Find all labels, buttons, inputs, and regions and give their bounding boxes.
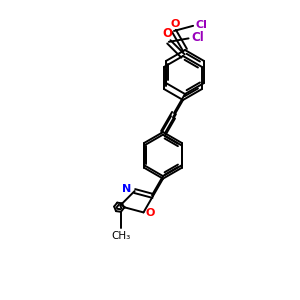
Text: N: N (122, 184, 131, 194)
Text: O: O (170, 19, 180, 29)
Text: Cl: Cl (195, 20, 207, 30)
Text: Cl: Cl (191, 31, 204, 44)
Text: O: O (146, 208, 155, 218)
Text: O: O (163, 27, 173, 40)
Text: CH₃: CH₃ (111, 231, 130, 241)
